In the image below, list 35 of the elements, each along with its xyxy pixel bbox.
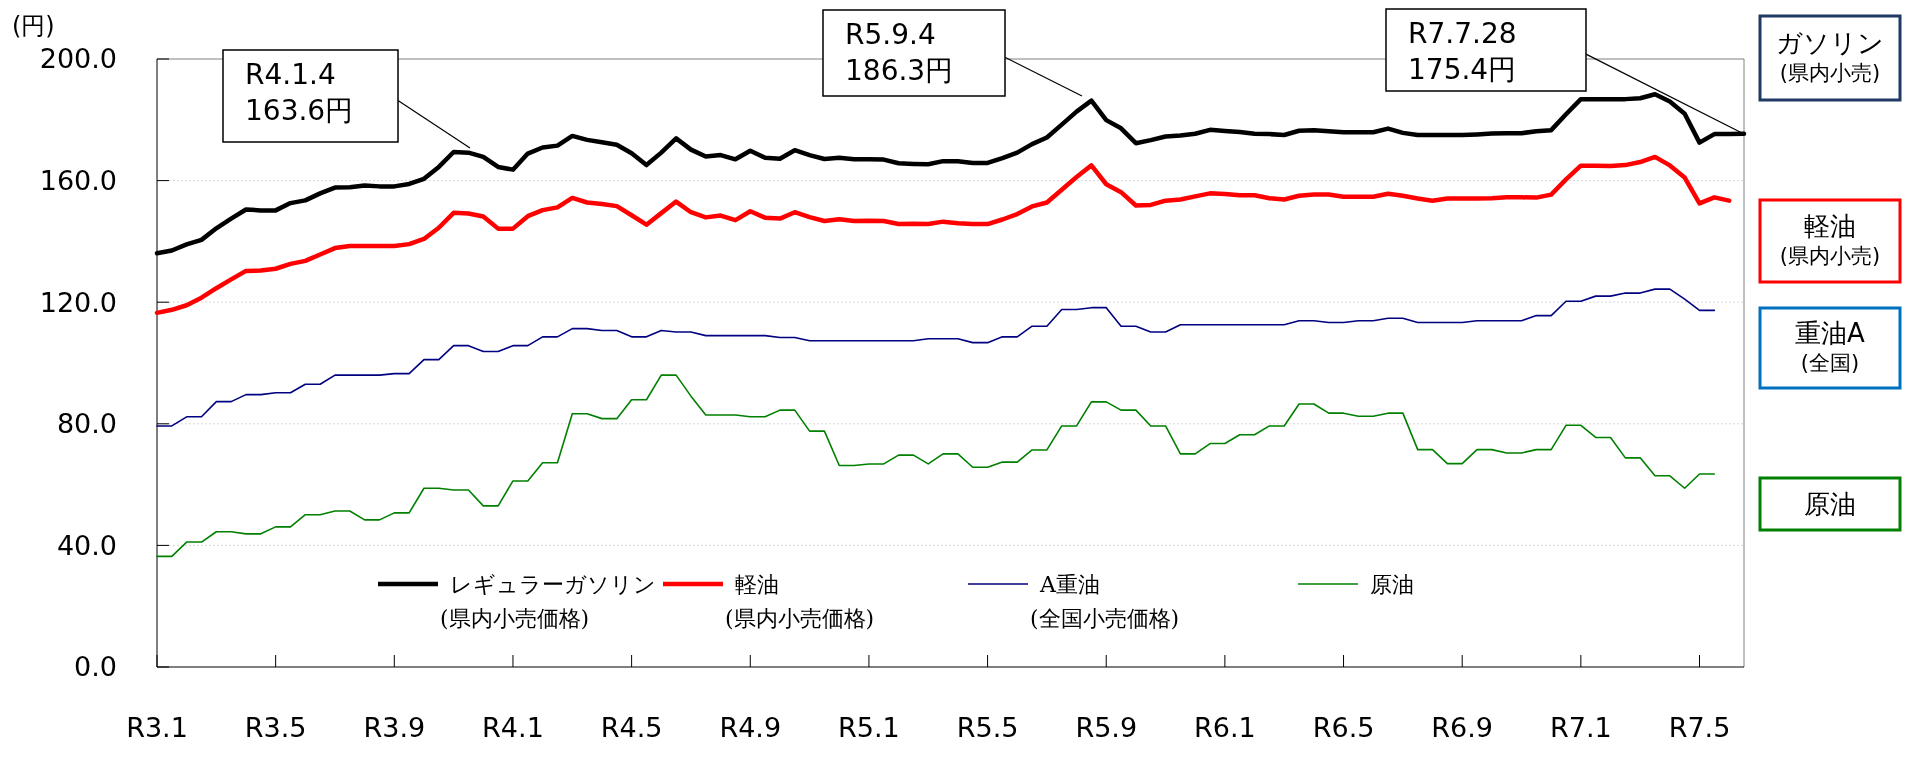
legend-label: レギュラーガソリン (県内小売価格) — [440, 572, 656, 631]
x-tick-label: R5.1 — [838, 712, 900, 743]
line-series — [154, 154, 1732, 316]
legend-label: 原油 — [1370, 572, 1414, 597]
x-tick-label: R4.1 — [482, 712, 544, 743]
text: ガソリン (県内小売) — [1776, 28, 1884, 86]
line-series — [156, 288, 1716, 427]
y-tick-label: 200.0 — [39, 43, 117, 75]
annotation: R5.9.4 186.3円 — [845, 18, 954, 87]
annotation: R4.1.4 163.6円 — [245, 58, 354, 127]
y-axis-title: (円) — [12, 12, 55, 40]
x-tick-label: R7.5 — [1668, 712, 1731, 743]
y-tick-label: 40.0 — [56, 529, 117, 561]
x-tick-label: R4.5 — [600, 712, 663, 743]
legend-label: 軽油 (県内小売価格) — [725, 572, 875, 631]
x-tick-label: R6.1 — [1194, 712, 1256, 743]
x-tick-label: R5.5 — [956, 712, 1019, 743]
text: 原油 — [1804, 489, 1856, 520]
y-tick-label: 80.0 — [56, 408, 117, 440]
annotation: R7.7.28 175.4円 — [1408, 17, 1517, 86]
x-tick-label: R5.9 — [1075, 712, 1138, 743]
line-series — [156, 374, 1716, 558]
y-tick-label: 160.0 — [39, 165, 117, 197]
y-tick-label: 0.0 — [74, 651, 117, 683]
text: 軽油 (県内小売) — [1779, 211, 1881, 269]
x-tick-label: R3.5 — [244, 712, 307, 743]
x-tick-label: R4.9 — [719, 712, 782, 743]
x-tick-label: R6.5 — [1312, 712, 1375, 743]
x-tick-label: R3.9 — [363, 712, 426, 743]
legend-label: A重油 (全国小売価格) — [1030, 572, 1180, 631]
text: 重油A (全国) — [1795, 318, 1866, 376]
x-tick-label: R3.1 — [126, 712, 188, 743]
y-tick-label: 120.0 — [39, 286, 117, 318]
x-tick-label: R6.9 — [1431, 712, 1494, 743]
x-tick-label: R7.1 — [1550, 712, 1612, 743]
